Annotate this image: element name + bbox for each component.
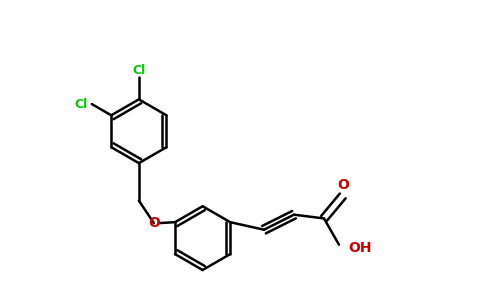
Text: O: O (337, 178, 348, 192)
Text: OH: OH (348, 242, 372, 255)
Text: O: O (148, 216, 160, 230)
Text: Cl: Cl (75, 98, 88, 111)
Text: Cl: Cl (132, 64, 146, 77)
